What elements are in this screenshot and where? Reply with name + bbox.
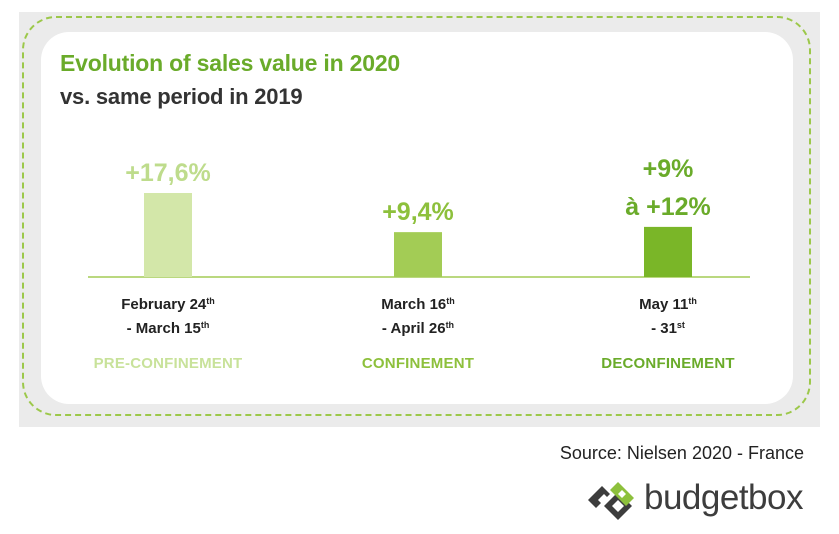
phase-label-deconfinement: DECONFINEMENT: [601, 355, 735, 372]
bar-3: [644, 226, 692, 277]
category-label-3-line1: May 11: [639, 296, 689, 313]
phase-label-pre-confinement: PRE-CONFINEMENT: [93, 355, 243, 372]
category-label-2-line1: March 16: [381, 296, 447, 313]
category-label-2-line2: - April 26: [381, 320, 446, 337]
budgetbox-logo: budgetbox: [584, 476, 809, 524]
phase-label-confinement: CONFINEMENT: [361, 355, 475, 372]
bar-1: [144, 193, 192, 277]
category-label-1: February 24th - March 15th: [68, 291, 268, 339]
bar-1-value-label: +17,6%: [125, 159, 211, 187]
category-label-1-sup2: th: [200, 320, 210, 330]
bar-2-value-label: +9,4%: [382, 198, 454, 226]
source-note: Source: Nielsen 2020 - France: [559, 443, 804, 463]
budgetbox-logo-icon: [588, 482, 634, 520]
category-label-1-line1: February 24: [121, 296, 207, 313]
bar-3-value-label-2: à +12%: [625, 193, 711, 221]
category-label-3: May 11th - 31st: [568, 291, 768, 339]
category-label-2-sup2: th: [445, 320, 455, 330]
category-label-3-sup2: st: [676, 320, 685, 330]
category-label-3-line2: - 31: [651, 320, 677, 337]
category-label-2-sup1: th: [446, 296, 455, 306]
bar-3-value-label-1: +9%: [643, 155, 694, 183]
logo-text: budgetbox: [644, 478, 803, 517]
bar-2: [394, 232, 442, 277]
category-label-1-sup1: th: [206, 296, 215, 306]
category-label-1-line2: - March 15: [126, 320, 201, 337]
panel-dashed-border: [22, 16, 811, 416]
chart-subtitle: vs. same period in 2019: [60, 84, 303, 109]
category-label-2: March 16th - April 26th: [318, 291, 518, 339]
category-label-3-sup1: th: [688, 296, 697, 306]
chart-title: Evolution of sales value in 2020: [60, 50, 401, 76]
